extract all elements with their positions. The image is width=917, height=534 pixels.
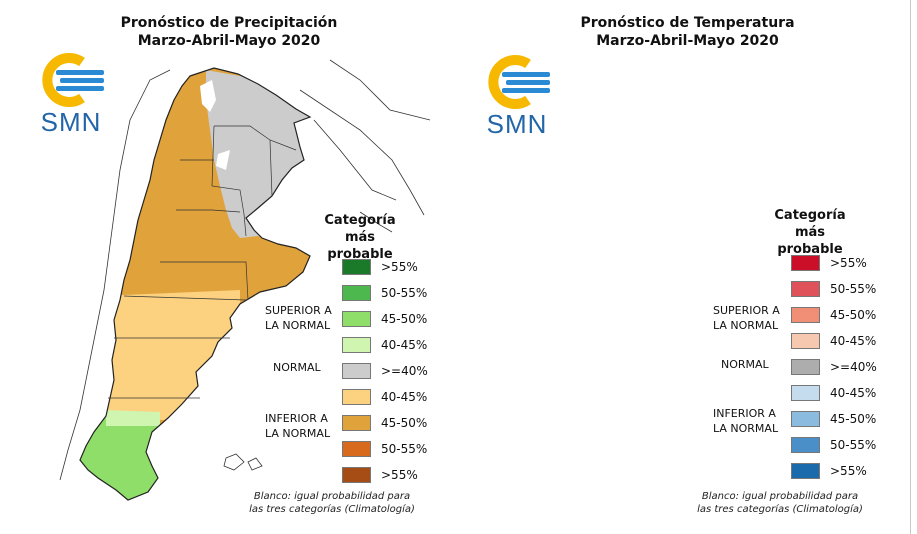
precipitation-title: Pronóstico de Precipitación Marzo-Abril-…	[0, 14, 458, 50]
legend-label: >=40%	[830, 360, 877, 374]
legend-swatch	[791, 255, 820, 271]
legend-label: 40-45%	[381, 338, 428, 352]
legend-label: 50-55%	[830, 438, 877, 452]
legend-label: 40-45%	[830, 334, 877, 348]
temperature-legend-heading: Categoría más probable	[762, 207, 858, 258]
temperature-group-normal: NORMAL	[721, 358, 769, 371]
legend-swatch	[342, 441, 371, 457]
precipitation-title-line2: Marzo-Abril-Mayo 2020	[137, 33, 321, 49]
smn-logo: SMN	[482, 54, 562, 144]
precipitation-group-superior: SUPERIOR A LA NORMAL	[265, 303, 332, 333]
group-inferior-line1: INFERIOR A	[713, 407, 776, 420]
legend-label: 40-45%	[381, 390, 428, 404]
precipitation-note: Blanco: igual probabilidad para las tres…	[232, 490, 432, 516]
smn-logo-text: SMN	[40, 107, 102, 137]
group-superior-line2: LA NORMAL	[713, 319, 779, 332]
legend-swatch	[342, 259, 371, 275]
smn-logo-icon	[42, 53, 104, 107]
temperature-group-inferior: INFERIOR A LA NORMAL	[713, 406, 778, 436]
group-superior-line1: SUPERIOR A	[265, 304, 332, 317]
precipitation-legend-heading: Categoría más probable	[312, 212, 408, 263]
note-line1: Blanco: igual probabilidad para	[253, 491, 411, 502]
legend-label: 40-45%	[830, 386, 877, 400]
temperature-map-fills	[906, 0, 917, 534]
argentina-outline	[79, 67, 312, 501]
legend-label: 45-50%	[830, 412, 877, 426]
legend-heading-line1: Categoría más	[774, 208, 846, 240]
islands	[223, 453, 263, 471]
legend-label: >55%	[381, 468, 418, 482]
legend-swatch	[791, 281, 820, 297]
precipitation-group-normal: NORMAL	[273, 361, 321, 374]
legend-swatch	[342, 389, 371, 405]
temperature-group-superior: SUPERIOR A LA NORMAL	[713, 303, 780, 333]
legend-swatch	[791, 411, 820, 427]
temperature-note: Blanco: igual probabilidad para las tres…	[680, 490, 880, 516]
precipitation-group-inferior: INFERIOR A LA NORMAL	[265, 411, 330, 441]
legend-label: >=40%	[381, 364, 428, 378]
temperature-title-line2: Marzo-Abril-Mayo 2020	[596, 33, 779, 49]
smn-logo-text: SMN	[486, 109, 548, 139]
temperature-title-line1: Pronóstico de Temperatura	[580, 15, 795, 31]
group-superior-line1: SUPERIOR A	[713, 304, 780, 317]
group-inferior-line2: LA NORMAL	[713, 422, 779, 435]
legend-label: >55%	[830, 256, 867, 270]
legend-label: 50-55%	[830, 282, 877, 296]
legend-swatch	[791, 385, 820, 401]
note-line2: las tres categorías (Climatología)	[697, 504, 863, 515]
legend-swatch	[342, 363, 371, 379]
smn-logo-icon	[488, 55, 550, 109]
legend-heading-line2: probable	[327, 247, 393, 262]
legend-swatch	[342, 337, 371, 353]
temperature-panel: Pronóstico de Temperatura Marzo-Abril-Ma…	[458, 0, 917, 534]
legend-label: >55%	[381, 260, 418, 274]
legend-label: >55%	[830, 464, 867, 478]
precipitation-title-line1: Pronóstico de Precipitación	[120, 15, 338, 31]
group-superior-line2: LA NORMAL	[265, 319, 331, 332]
legend-label: 50-55%	[381, 442, 428, 456]
legend-label: 45-50%	[381, 416, 428, 430]
legend-swatch	[791, 359, 820, 375]
neighbor-borders	[59, 59, 431, 481]
legend-label: 50-55%	[381, 286, 428, 300]
note-line2: las tres categorías (Climatología)	[249, 504, 415, 515]
group-inferior-line1: INFERIOR A	[265, 412, 328, 425]
temperature-title: Pronóstico de Temperatura Marzo-Abril-Ma…	[458, 14, 917, 50]
precipitation-map	[59, 59, 431, 501]
legend-swatch	[342, 467, 371, 483]
note-line1: Blanco: igual probabilidad para	[701, 491, 859, 502]
legend-heading-line1: Categoría más	[324, 213, 396, 245]
legend-label: 45-50%	[381, 312, 428, 326]
province-borders	[108, 125, 297, 399]
legend-swatch	[791, 437, 820, 453]
legend-swatch	[791, 333, 820, 349]
legend-heading-line2: probable	[777, 242, 843, 257]
legend-swatch	[342, 285, 371, 301]
legend-label: 45-50%	[830, 308, 877, 322]
group-inferior-line2: LA NORMAL	[265, 427, 331, 440]
legend-swatch	[791, 463, 820, 479]
legend-swatch	[342, 415, 371, 431]
precipitation-panel: Pronóstico de Precipitación Marzo-Abril-…	[0, 0, 458, 534]
legend-swatch	[342, 311, 371, 327]
legend-swatch	[791, 307, 820, 323]
smn-logo: SMN	[36, 52, 116, 142]
page-right-border	[910, 0, 911, 534]
